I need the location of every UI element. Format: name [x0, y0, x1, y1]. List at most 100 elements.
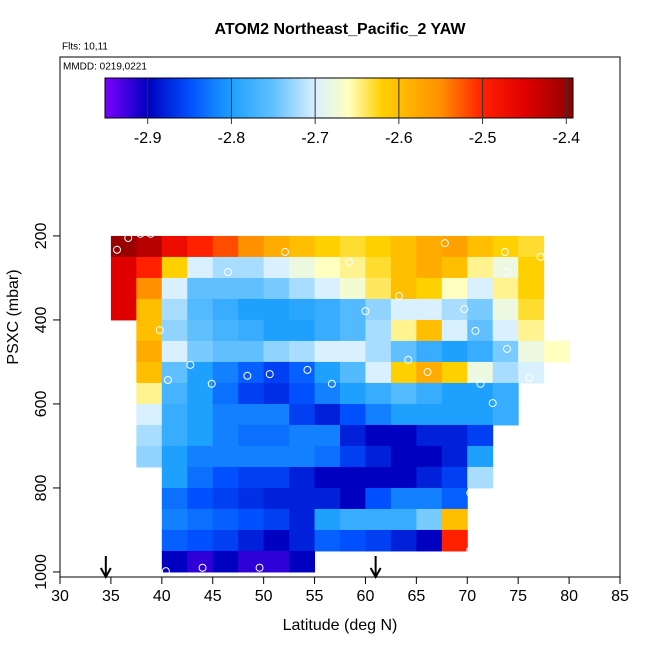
heatmap-cell [365, 487, 392, 510]
heatmap-cell [238, 466, 265, 489]
heatmap-cell [187, 277, 214, 300]
heatmap-cell [390, 403, 417, 426]
heatmap-cell [314, 256, 341, 279]
sample-point [502, 344, 511, 353]
sample-point [243, 371, 252, 380]
heatmap-cell [314, 403, 341, 426]
y-axis-label: PSXC (mbar) [5, 269, 22, 364]
heatmap-cell [441, 382, 468, 405]
heatmap-cell [187, 403, 214, 426]
heatmap-cell [238, 445, 265, 468]
heatmap-cell [441, 361, 468, 384]
sample-point [281, 247, 290, 256]
heatmap-cell [263, 529, 290, 552]
heatmap-cell [390, 361, 417, 384]
heatmap-cell [416, 277, 443, 300]
sample-point [224, 268, 232, 277]
heatmap-cell [289, 508, 316, 531]
heatmap-cell [212, 487, 239, 510]
heatmap-cell [238, 235, 265, 258]
heatmap-cell [441, 340, 468, 363]
heatmap-cell [136, 361, 163, 384]
heatmap-cell [365, 361, 392, 384]
heatmap-cell [390, 277, 417, 300]
colorbar-tick-label: -2.5 [469, 130, 497, 147]
heatmap-cell [187, 529, 214, 552]
heatmap-cell [365, 445, 392, 468]
heatmap-cell [340, 487, 366, 510]
x-tick-label: 35 [102, 588, 120, 605]
sample-point [423, 368, 432, 377]
heatmap-cell [263, 340, 290, 363]
heatmap-cell [238, 298, 265, 321]
sample-point [546, 252, 555, 261]
heatmap-cell [161, 256, 188, 279]
heatmap-cell [492, 403, 519, 426]
heatmap-cell [365, 466, 392, 489]
annotation: Flts: 10,11 [62, 42, 108, 53]
heatmap-cell [187, 235, 214, 258]
heatmap-cell [390, 508, 417, 531]
heatmap-cell [441, 277, 468, 300]
heatmap-cell [136, 340, 163, 363]
heatmap-cell [289, 424, 316, 447]
heatmap-cell [467, 235, 494, 258]
sample-point [327, 379, 336, 388]
heatmap-cell [238, 403, 265, 426]
heatmap-cell [161, 424, 188, 447]
sample-point [186, 360, 195, 369]
heatmap-cell [212, 235, 239, 258]
heatmap-cell [289, 319, 316, 342]
heatmap-cell [314, 298, 341, 321]
heatmap-cell [263, 235, 290, 258]
heatmap-cell [289, 361, 316, 384]
heatmap-cell [314, 361, 341, 384]
heatmap-cell [518, 319, 545, 342]
heatmap-cell [492, 277, 519, 300]
heatmap-cell [161, 403, 188, 426]
heatmap-cell [238, 508, 265, 531]
heatmap-cell [212, 466, 239, 489]
sample-point [440, 239, 449, 248]
x-tick-label: 75 [509, 588, 527, 605]
heatmap-cell [467, 277, 494, 300]
heatmap-cell [365, 298, 392, 321]
heatmap-cell [365, 424, 392, 447]
heatmap-cell [441, 445, 468, 468]
heatmap-cell [161, 361, 188, 384]
heatmap-cell [416, 298, 443, 321]
plot-frame [59, 56, 621, 578]
heatmap-cell [187, 382, 214, 405]
heatmap-cell [212, 277, 239, 300]
heatmap-cell [187, 487, 214, 510]
heatmap-cell [238, 340, 265, 363]
x-tick-label: 80 [560, 588, 578, 605]
heatmap-cell [390, 382, 417, 405]
heatmap-cell [390, 340, 417, 363]
heatmap-cell [161, 508, 188, 531]
heatmap-cell [238, 529, 265, 552]
heatmap-cell [441, 487, 468, 510]
heatmap-cell [238, 424, 265, 447]
heatmap-cell [110, 298, 137, 321]
heatmap-cell [492, 235, 519, 258]
heatmap-cell [390, 445, 417, 468]
x-tick-label: 65 [407, 588, 425, 605]
heatmap-cell [416, 256, 443, 279]
x-tick-label: 45 [204, 588, 222, 605]
heatmap-cell [161, 340, 188, 363]
heatmap-cell [289, 298, 316, 321]
heatmap-cell [416, 466, 443, 489]
heatmap-cell [314, 487, 341, 510]
heatmap-cell [467, 382, 494, 405]
sample-point [361, 307, 370, 316]
heatmap-cell [314, 424, 341, 447]
heatmap-cell [212, 529, 239, 552]
heatmap-cell [467, 466, 494, 489]
y-tick-label: 200 [33, 222, 50, 249]
heatmap-cell [340, 403, 366, 426]
heatmap-cell [441, 508, 468, 531]
y-tick-label: 600 [33, 391, 50, 418]
colorbar-tick-label: -2.4 [553, 130, 581, 147]
heatmap-cell [187, 319, 214, 342]
